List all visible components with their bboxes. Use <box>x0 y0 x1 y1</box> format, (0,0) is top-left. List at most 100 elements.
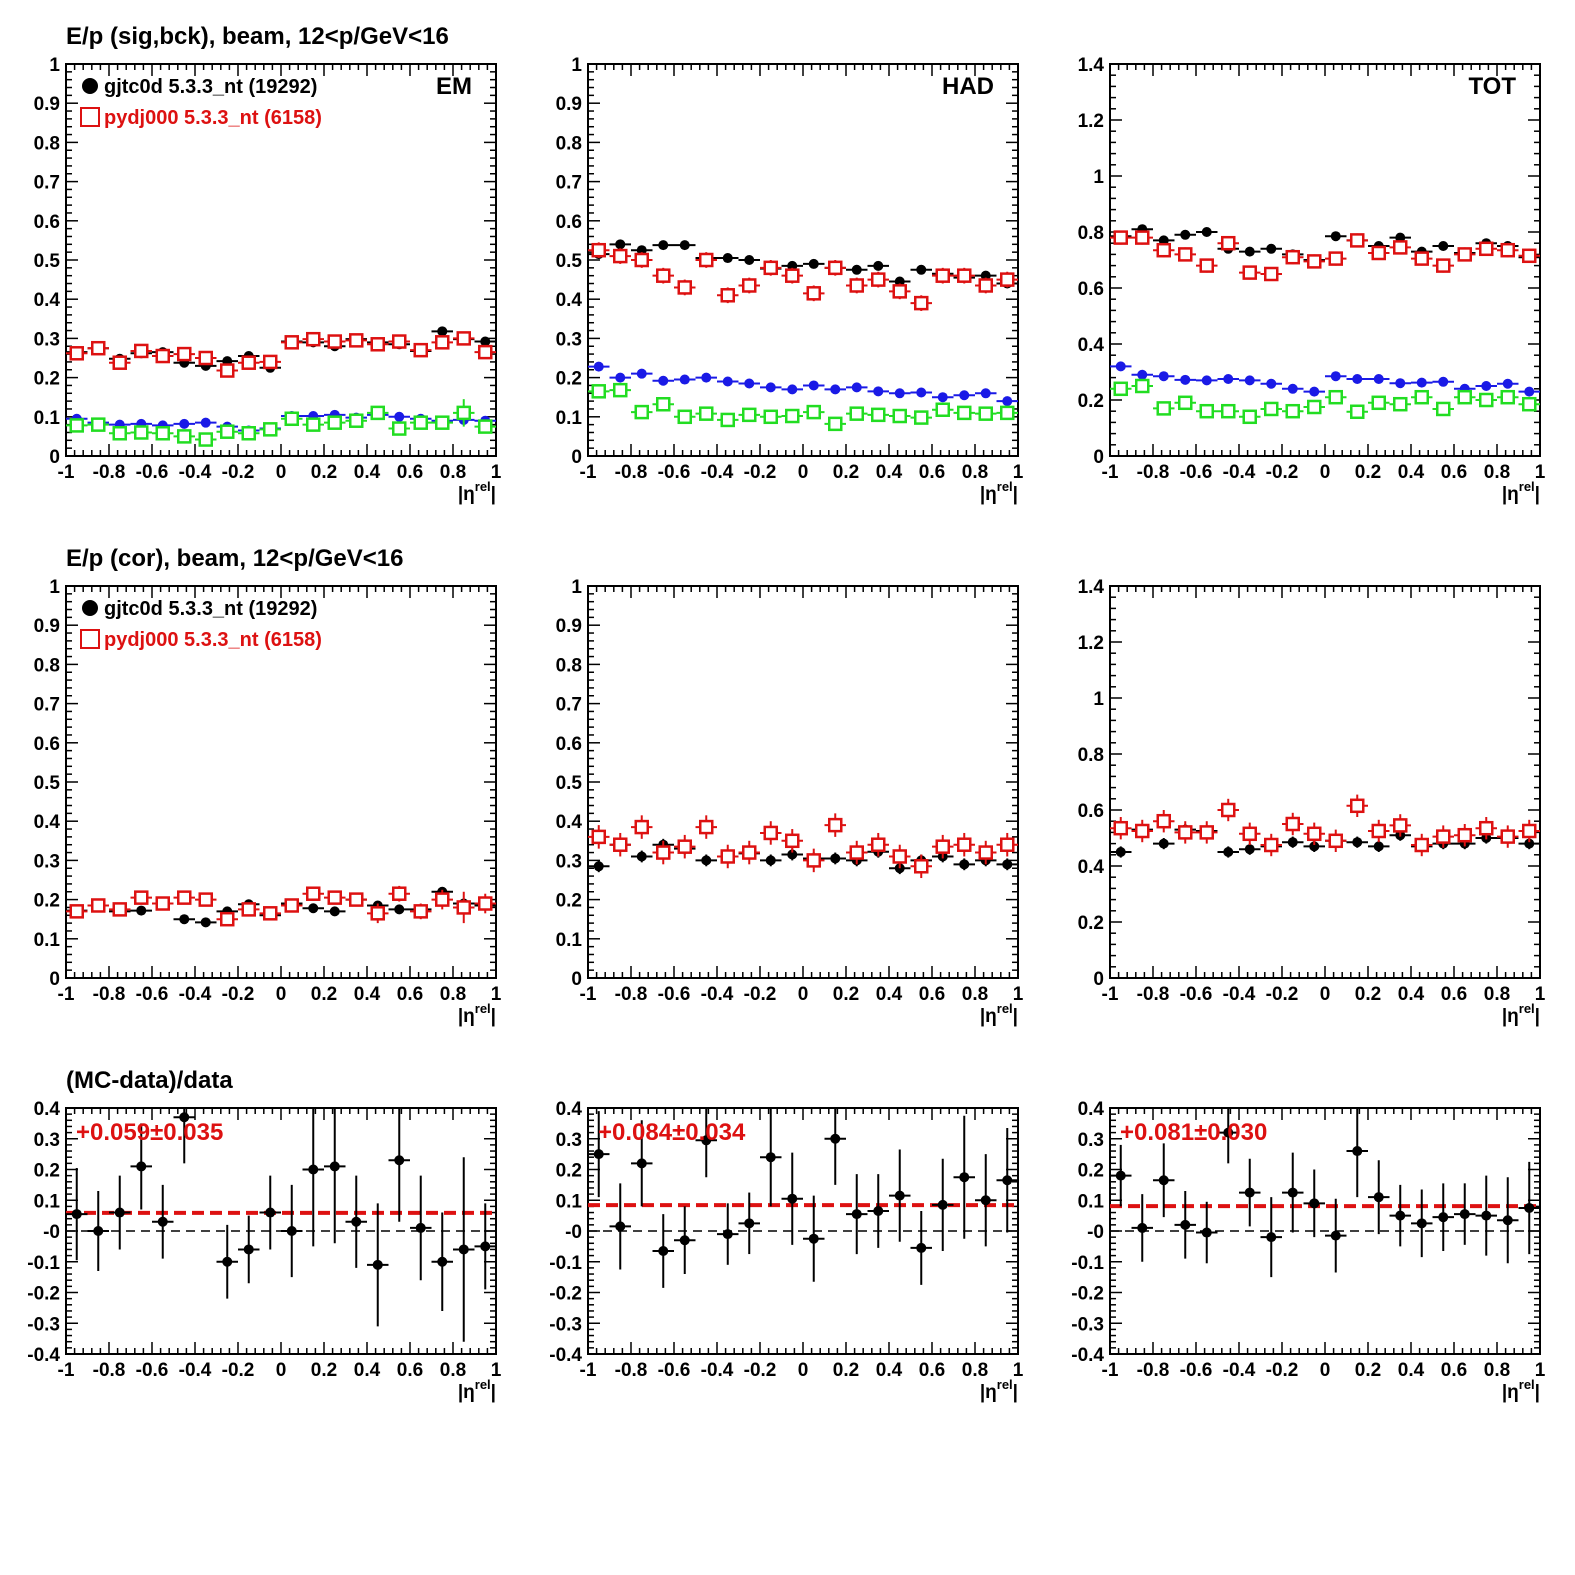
point-mc <box>1303 822 1325 845</box>
filled-circle-marker <box>765 382 776 393</box>
point-data <box>1325 231 1347 242</box>
open-square-marker <box>591 384 606 399</box>
filled-circle-marker <box>636 245 647 256</box>
y-tick-label: 0.2 <box>556 369 582 390</box>
x-axis-label-close: | <box>491 1006 496 1027</box>
y-tick-label: 0.4 <box>556 1099 583 1120</box>
open-square-marker <box>1479 820 1494 836</box>
point-mc <box>717 844 739 869</box>
point-mc <box>367 903 389 924</box>
y-tick-label: 0.2 <box>1078 913 1104 934</box>
y-tick-label: 0.3 <box>556 329 582 350</box>
point-mc <box>1303 254 1325 269</box>
y-tick-label: 0.3 <box>34 1130 60 1151</box>
point-mc <box>1153 242 1175 258</box>
point-data <box>846 264 868 275</box>
filled-circle-marker <box>1287 837 1298 848</box>
filled-circle-marker <box>394 1155 405 1166</box>
x-tick-label: -0.6 <box>136 1360 169 1381</box>
point-mc <box>1475 241 1497 257</box>
x-axis-label: |ηrel| <box>1502 479 1540 505</box>
y-tick-label: 0.5 <box>556 251 583 272</box>
y-tick-label: 0.5 <box>34 773 61 794</box>
point-mc <box>932 267 954 284</box>
open-square-marker <box>1000 405 1015 421</box>
point-ratio <box>760 1108 782 1207</box>
x-axis-label-close: | <box>1535 1006 1540 1027</box>
point-mc <box>1131 819 1153 843</box>
open-square-marker <box>871 272 886 287</box>
x-axis-label: |ηrel| <box>458 479 496 505</box>
filled-circle-marker <box>1115 361 1126 372</box>
point-mc <box>259 354 281 370</box>
x-tick-label: -1 <box>580 1360 597 1381</box>
point-mc <box>367 337 389 352</box>
point-bck_mc <box>932 402 954 417</box>
point-mc <box>1518 248 1540 264</box>
x-tick-label: 0 <box>276 1360 287 1381</box>
point-bck_mc <box>846 406 868 421</box>
point-ratio <box>238 1215 260 1284</box>
filled-circle-marker <box>873 386 884 397</box>
y-tick-label: -0.2 <box>27 1284 60 1305</box>
x-tick-label: 0.8 <box>440 984 466 1005</box>
x-tick-label: -0.4 <box>1223 984 1256 1005</box>
open-square-marker <box>871 407 886 423</box>
filled-circle-marker <box>243 1244 254 1255</box>
x-tick-label: -0.2 <box>744 462 777 483</box>
point-bck_mc <box>1217 403 1239 419</box>
panel-cor-had: -1 -0.8 -0.6 -0.4 -0.2 0 0.2 0.4 0.6 0.8 1|ηrel|00… <box>556 577 1024 1027</box>
open-square-marker <box>613 837 628 852</box>
point-bck_data <box>1411 377 1433 388</box>
y-tick-label: 1.4 <box>1078 55 1105 76</box>
point-data <box>474 336 496 347</box>
filled-circle-marker <box>959 1172 970 1183</box>
x-axis-label-close: | <box>1013 1006 1018 1027</box>
x-axis-label-main: |η <box>1502 1382 1519 1403</box>
open-square-marker <box>871 837 886 852</box>
point-mc <box>1174 247 1196 262</box>
point-mc <box>281 898 303 913</box>
open-square-marker <box>957 268 972 283</box>
open-square-marker <box>1307 399 1322 415</box>
open-square-marker <box>456 331 471 346</box>
point-ratio <box>453 1157 475 1342</box>
x-tick-label: 0.4 <box>876 462 903 483</box>
open-square-marker <box>1264 837 1279 853</box>
filled-circle-marker <box>136 1161 147 1172</box>
open-square-marker <box>1135 230 1150 245</box>
x-axis-label-close: | <box>1535 484 1540 505</box>
open-square-marker <box>306 886 321 901</box>
x-tick-label: 0.6 <box>919 984 945 1005</box>
point-bck_data <box>1432 376 1454 387</box>
y-tick-label: -0 <box>43 1222 60 1243</box>
open-square-marker <box>349 413 364 428</box>
legend-marker-data <box>82 78 98 94</box>
point-mc <box>474 893 496 914</box>
filled-circle-marker <box>1158 838 1169 849</box>
row-title-sigbck: E/p (sig,bck), beam, 12<p/GeV<16 <box>66 23 449 50</box>
point-bck_data <box>1518 386 1540 397</box>
point-bck_mc <box>66 418 88 433</box>
y-tick-label: 0.7 <box>34 173 60 194</box>
point-mc <box>431 889 453 910</box>
point-data <box>1346 836 1368 848</box>
filled-circle-marker <box>265 1207 276 1218</box>
filled-circle-marker <box>787 384 798 395</box>
point-bck_mc <box>109 426 131 441</box>
point-mc <box>803 848 825 873</box>
point-mc <box>152 348 174 364</box>
filled-circle-marker <box>179 418 190 429</box>
point-mc <box>975 277 997 294</box>
x-tick-label: 0.8 <box>1484 984 1510 1005</box>
open-square-marker <box>677 839 692 854</box>
point-mc <box>474 344 496 360</box>
point-mc <box>717 287 739 304</box>
filled-circle-marker <box>593 361 604 372</box>
open-square-marker <box>1199 403 1214 419</box>
x-axis-label: |ηrel| <box>980 1001 1018 1027</box>
open-square-marker <box>134 890 149 905</box>
x-tick-label: 0.2 <box>833 462 859 483</box>
point-bck_mc <box>1411 389 1433 405</box>
filled-circle-marker <box>1309 1198 1320 1209</box>
